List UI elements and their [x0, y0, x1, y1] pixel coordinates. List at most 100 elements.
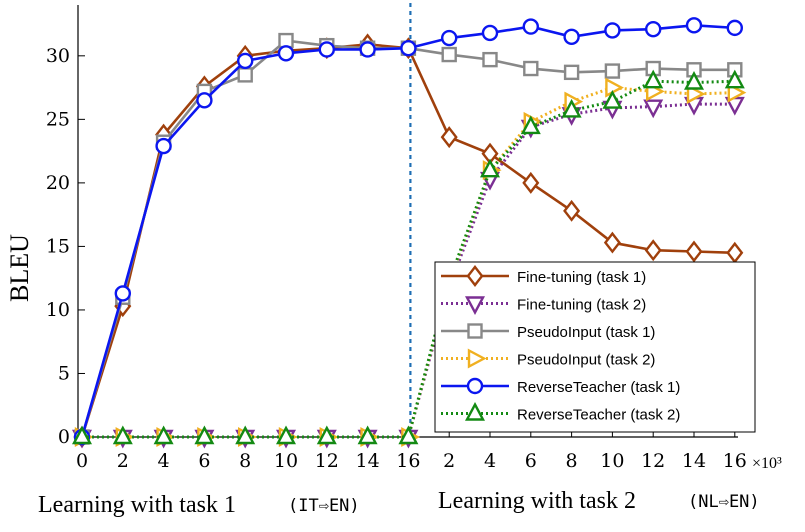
x-tick-label: 8 [239, 450, 251, 472]
legend-label: ReverseTeacher (task 2) [517, 407, 680, 424]
data-point [645, 20, 662, 38]
data-point [236, 52, 254, 70]
data-point [520, 115, 541, 135]
data-point [685, 17, 703, 34]
legend: Fine-tuning (task 1) Fine-tuning (task 2)… [434, 261, 756, 433]
y-tick-label: 10 [46, 299, 70, 321]
data-point [603, 231, 621, 254]
data-point [724, 69, 745, 89]
x-tick-label: 10 [274, 450, 298, 472]
y-tick-label: 25 [46, 108, 70, 130]
data-point [72, 425, 92, 445]
x-tick-label: 14 [682, 450, 706, 472]
legend-entry: Fine-tuning (task 1) [441, 265, 646, 287]
legend-label: ReverseTeacher (task 1) [517, 379, 680, 396]
data-point [114, 285, 132, 302]
y-tick-label: 5 [58, 362, 70, 384]
data-point [276, 425, 296, 445]
data-point [441, 46, 457, 63]
data-point [155, 137, 172, 155]
x-tick-label: 4 [484, 450, 496, 472]
data-point [318, 41, 335, 58]
data-point [522, 171, 540, 194]
data-point [194, 425, 215, 445]
x-tick-label: 0 [76, 450, 88, 472]
legend-label: Fine-tuning (task 2) [517, 297, 646, 314]
legend-marker [467, 348, 487, 369]
data-point [726, 19, 743, 37]
labels-layer: BLEU ×10³ Learning with task 1 (IT⇨EN) L… [5, 234, 782, 518]
data-point [235, 425, 256, 445]
data-point [604, 22, 621, 39]
data-point [644, 239, 662, 262]
data-point [196, 92, 213, 109]
x-tick-label: 8 [566, 450, 578, 472]
x-axis-multiplier: ×10³ [752, 455, 782, 472]
data-point [480, 158, 500, 178]
data-point [563, 199, 581, 222]
data-point [441, 29, 458, 47]
data-point [561, 98, 582, 118]
data-point [602, 90, 623, 109]
phase-label-task2-text: Learning with task 2 [438, 488, 636, 514]
phase-label-task2: Learning with task 2 (NL⇨EN) [438, 488, 760, 514]
data-point [604, 63, 621, 79]
legend-marker [467, 323, 483, 339]
x-tick-label: 12 [641, 450, 665, 472]
legend-box [434, 261, 756, 433]
data-point [684, 70, 704, 90]
data-point [237, 67, 253, 83]
data-point [481, 24, 499, 42]
data-point [277, 45, 295, 62]
data-point [726, 241, 744, 264]
x-tick-label: 10 [600, 450, 624, 472]
y-axis-label: BLEU [5, 234, 34, 302]
data-point [440, 126, 458, 149]
data-point [605, 77, 624, 98]
data-point [563, 64, 580, 81]
data-point [359, 41, 376, 58]
y-tick-label: 0 [58, 426, 70, 448]
phase-label-task1-text: Learning with task 1 [38, 492, 236, 518]
y-tick-label: 30 [46, 45, 70, 67]
legend-label: PseudoInput (task 1) [517, 324, 655, 341]
legend-entry: ReverseTeacher (task 1) [441, 377, 680, 396]
phase-label-task1-pair: (IT⇨EN) [288, 496, 360, 516]
legend-entry: PseudoInput (task 2) [441, 348, 655, 369]
legend-entry: ReverseTeacher (task 2) [441, 401, 680, 424]
x-tick-label: 2 [443, 450, 455, 472]
y-tick-label: 15 [46, 235, 70, 257]
x-tick-label: 16 [723, 450, 747, 472]
legend-label: Fine-tuning (task 1) [517, 269, 646, 286]
data-point [398, 425, 419, 445]
data-point [153, 425, 174, 445]
legend-marker [466, 377, 484, 395]
data-point [523, 60, 539, 77]
legend-label: PseudoInput (task 2) [517, 352, 655, 369]
x-tick-label: 2 [117, 450, 129, 472]
data-point [727, 82, 747, 103]
data-point [482, 51, 498, 68]
x-tick-label: 4 [158, 450, 170, 472]
legend-entry: Fine-tuning (task 2) [441, 296, 646, 316]
series-layer [72, 17, 747, 449]
phase-label-task2-pair: (NL⇨EN) [688, 492, 760, 512]
axes-layer: 0 5 10 15 20 25 30 0 2 4 6 8 10 12 14 16 2 4 6 8 10 12 14 16 [46, 3, 747, 472]
legend-marker [465, 401, 485, 421]
data-point [686, 83, 706, 104]
x-tick-label: 6 [198, 450, 210, 472]
x-tick-label: 12 [315, 450, 339, 472]
data-point [563, 28, 580, 45]
data-point [112, 425, 133, 445]
legend-marker [465, 296, 485, 316]
data-point [685, 240, 703, 263]
data-point [643, 99, 664, 119]
x-tick-label: 14 [356, 450, 380, 472]
y-tick-label: 20 [46, 172, 70, 194]
legend-marker [466, 265, 484, 287]
legend-entry: PseudoInput (task 1) [441, 323, 655, 341]
data-point [522, 18, 539, 35]
series-4 [73, 17, 743, 446]
data-point [400, 40, 417, 57]
